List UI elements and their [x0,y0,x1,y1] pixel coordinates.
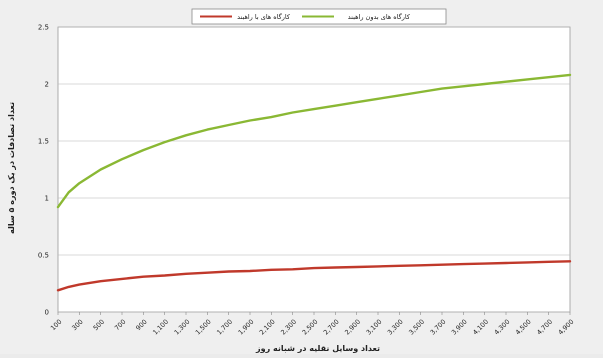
x-tick-label: 3,100 [365,318,384,337]
y-axis-title: تعداد تصادفات در یک دوره ۵ ساله [7,102,16,234]
y-tick-label: 2 [45,81,49,89]
x-tick-label: 1,100 [151,318,170,337]
x-tick-label: 4,500 [514,318,533,337]
series-lines [56,73,572,292]
x-tick-label: 700 [113,318,127,332]
x-tick-label: 1,500 [194,318,213,337]
x-tick-label: 2,900 [343,318,362,337]
legend: کارگاه های با راهبند کارگاه های بدون راه… [191,8,447,25]
x-tick-label: 1,300 [173,318,192,337]
x-tick-label: 4,300 [493,318,512,337]
x-tick-label: 500 [92,318,106,332]
x-tick-label: 2,300 [279,318,298,337]
x-tick-label: 3,700 [429,318,448,337]
x-tick-label: 3,500 [407,318,426,337]
x-tick-label: 4,900 [557,318,576,337]
x-tick-label: 1,700 [215,318,234,337]
x-axis-title: تعداد وسایل نقلیه در شبانه روز [255,344,380,353]
y-tick-label: 2.5 [38,24,49,32]
y-tick-label: 0.5 [38,252,49,260]
x-tick-label: 4,700 [535,318,554,337]
x-axis-ticks: 100 300 500 700 900 1,100 1,300 1,500 1,700 1,900… [49,312,575,337]
y-tick-label: 1.5 [38,138,49,146]
legend-label-with-barrier: کارگاه های با راهبند [237,13,291,21]
x-tick-label: 900 [134,318,148,332]
legend-label-without-barrier: کارگاه های بدون راهبند [348,13,411,21]
y-axis-ticks: 0 0.5 1 1.5 2 2.5 [38,24,49,317]
y-tick-label: 1 [45,195,49,203]
x-tick-label: 2,500 [301,318,320,337]
series-line-1 [56,73,572,209]
y-tick-label: 0 [45,309,49,317]
x-tick-label: 4,100 [471,318,490,337]
x-tick-label: 1,900 [237,318,256,337]
x-tick-label: 3,300 [386,318,405,337]
x-tick-label: 2,700 [322,318,341,337]
x-tick-label: 100 [49,318,63,332]
x-tick-label: 2,100 [258,318,277,337]
x-tick-label: 300 [70,318,84,332]
x-tick-label: 3,900 [450,318,469,337]
series-line-0 [56,260,572,292]
